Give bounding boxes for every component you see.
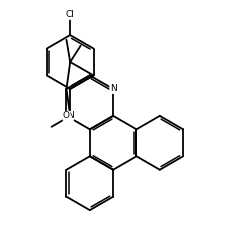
Text: N: N <box>109 84 116 93</box>
Text: O: O <box>63 111 70 120</box>
Text: Cl: Cl <box>65 10 74 19</box>
Text: N: N <box>67 111 73 120</box>
